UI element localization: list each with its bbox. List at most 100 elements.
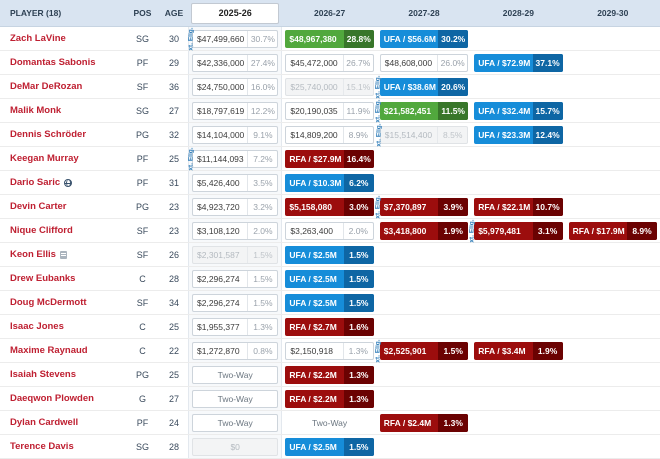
salary-cell: UFA / $56.6M 30.2% bbox=[379, 29, 469, 48]
player-link[interactable]: DeMar DeRozan bbox=[10, 81, 83, 92]
roster-body: Zach LaVine SG 30 xt. Elig. $47,499,660 30.7%… bbox=[0, 27, 660, 459]
column-header-age[interactable]: AGE bbox=[164, 8, 184, 18]
player-cell: DeMar DeRozan bbox=[0, 75, 125, 98]
column-header-year-2026-27[interactable]: 2026-27 bbox=[313, 8, 346, 18]
player-link[interactable]: Malik Monk bbox=[10, 105, 62, 116]
salary-value: RFA / $22.1M bbox=[478, 201, 531, 212]
player-link[interactable]: Dennis Schröder bbox=[10, 129, 87, 140]
year-cell bbox=[377, 387, 471, 410]
salary-value: $2,301,587 bbox=[197, 249, 240, 260]
year-cell: RFA / $22.1M 10.7% bbox=[471, 195, 565, 218]
player-link[interactable]: Maxime Raynaud bbox=[10, 345, 88, 356]
column-header-pos[interactable]: POS bbox=[133, 8, 152, 18]
player-cell: Devin Carter bbox=[0, 195, 125, 218]
column-header-year-2028-29[interactable]: 2028-29 bbox=[502, 8, 534, 18]
player-link[interactable]: Keegan Murray bbox=[10, 153, 79, 164]
selected-year-tab[interactable]: 2025-26 bbox=[191, 2, 280, 24]
year-cell bbox=[377, 315, 471, 338]
column-header-player[interactable]: PLAYER (18) bbox=[10, 8, 62, 18]
year-cell: UFA / $2.5M 1.5% bbox=[282, 435, 376, 458]
year-cell: RFA / $3.4M 1.9% bbox=[471, 339, 565, 362]
age-cell: 28 bbox=[168, 441, 179, 452]
year-cell: RFA / $2.2M 1.3% bbox=[282, 387, 376, 410]
player-link[interactable]: Isaac Jones bbox=[10, 321, 64, 332]
year-cell bbox=[566, 123, 660, 146]
cap-percent: 1.3% bbox=[438, 413, 469, 432]
year-cell bbox=[377, 267, 471, 290]
salary-cell: $14,809,200 8.9% bbox=[285, 125, 374, 144]
age-cell: 27 bbox=[168, 105, 179, 116]
year-cell: UFA / $72.9M 37.1% bbox=[471, 51, 565, 74]
year-cell bbox=[566, 363, 660, 386]
player-cell: Keegan Murray bbox=[0, 147, 125, 170]
table-row: Nique Clifford SF 23 $3,108,120 2.0% $3,263,4… bbox=[0, 219, 660, 243]
player-link[interactable]: Dylan Cardwell bbox=[10, 417, 79, 428]
year-cell: RFA / $2.7M 1.6% bbox=[282, 315, 376, 338]
cap-percent: 15.1% bbox=[342, 78, 373, 95]
salary-cell: UFA / $2.5M 1.5% bbox=[285, 269, 374, 288]
cap-percent: 2.0% bbox=[247, 222, 277, 239]
year-cell: xt. Elig. $21,582,451 11.5% bbox=[374, 98, 471, 123]
salary-value: UFA / $32.4M bbox=[478, 105, 531, 116]
salary-value: Two-Way bbox=[217, 369, 253, 380]
salary-cell: $4,923,720 3.2% bbox=[192, 197, 279, 216]
year-cell bbox=[471, 315, 565, 338]
age-cell: 25 bbox=[168, 321, 179, 332]
player-link[interactable]: Devin Carter bbox=[10, 201, 67, 212]
salary-cell: UFA / $32.4M 15.7% bbox=[474, 101, 563, 120]
player-link[interactable]: Isaiah Stevens bbox=[10, 369, 77, 380]
player-link[interactable]: Doug McDermott bbox=[10, 297, 87, 308]
salary-value: $21,582,451 bbox=[383, 105, 432, 116]
salary-cell: UFA / $2.5M 1.5% bbox=[285, 437, 374, 456]
player-cell: Keon Ellis bbox=[0, 243, 125, 266]
player-link[interactable]: Daeqwon Plowden bbox=[10, 393, 94, 404]
salary-cell: RFA / $2.2M 1.3% bbox=[285, 389, 374, 408]
extension-eligible-label: xt. Elig. bbox=[187, 26, 195, 51]
column-header-year-2029-30[interactable]: 2029-30 bbox=[597, 8, 629, 18]
salary-value: $11,144,093 bbox=[197, 153, 244, 164]
salary-cell: RFA / $2.2M 1.3% bbox=[285, 365, 374, 384]
salary-value: Two-Way bbox=[217, 417, 253, 428]
salary-cell: $5,158,080 3.0% bbox=[285, 197, 374, 216]
extension-eligible-label: xt. Elig. bbox=[374, 98, 382, 123]
year-cell bbox=[566, 411, 660, 434]
column-header-year-2027-28[interactable]: 2027-28 bbox=[408, 8, 440, 18]
year-cell: $45,472,000 26.7% bbox=[282, 51, 376, 74]
year-cell: $25,740,000 15.1% bbox=[282, 75, 376, 98]
player-link[interactable]: Zach LaVine bbox=[10, 33, 66, 44]
year-cell bbox=[377, 291, 471, 314]
player-link[interactable]: Keon Ellis bbox=[10, 249, 56, 260]
table-header: PLAYER (18) POS AGE 2025-26 2026-27 2027… bbox=[0, 0, 660, 27]
player-link[interactable]: Nique Clifford bbox=[10, 225, 73, 236]
extension-eligible-label: xt. Elig. bbox=[374, 194, 382, 219]
table-row: Dylan Cardwell PF 24 Two-Way Two-Way RFA / $2… bbox=[0, 411, 660, 435]
salary-cell: xt. Elig. $2,525,901 1.5% bbox=[374, 339, 469, 362]
player-link[interactable]: Dario Saric bbox=[10, 177, 61, 188]
year-cell bbox=[377, 171, 471, 194]
year-cell bbox=[566, 147, 660, 170]
player-link[interactable]: Terence Davis bbox=[10, 441, 74, 452]
cap-percent: 3.2% bbox=[247, 198, 277, 215]
position-cell: SG bbox=[135, 441, 149, 452]
column-header-year-2025-26[interactable]: 2025-26 bbox=[188, 0, 282, 26]
year-cell: xt. Elig. $11,144,093 7.2% bbox=[188, 147, 283, 170]
salary-cell: RFA / $27.9M 16.4% bbox=[285, 149, 374, 168]
year-cell: $4,923,720 3.2% bbox=[188, 195, 283, 218]
year-cell bbox=[566, 387, 660, 410]
year-cell: UFA / $2.5M 1.5% bbox=[282, 291, 376, 314]
year-cell bbox=[566, 291, 660, 314]
age-cell: 25 bbox=[168, 369, 179, 380]
cap-percent: 3.9% bbox=[438, 197, 469, 216]
position-cell: C bbox=[139, 345, 146, 356]
table-row: Maxime Raynaud C 22 $1,272,870 0.8% $2,150,91… bbox=[0, 339, 660, 363]
cap-percent: 8.9% bbox=[342, 126, 373, 143]
table-row: Doug McDermott SF 34 $2,296,274 1.5% UFA / $2… bbox=[0, 291, 660, 315]
year-cell bbox=[566, 267, 660, 290]
salary-value: $5,426,400 bbox=[197, 177, 240, 188]
year-cell bbox=[566, 435, 660, 458]
salary-cell: $2,296,274 1.5% bbox=[192, 293, 279, 312]
player-link[interactable]: Drew Eubanks bbox=[10, 273, 76, 284]
player-link[interactable]: Domantas Sabonis bbox=[10, 57, 96, 68]
salary-value: UFA / $72.9M bbox=[478, 57, 531, 68]
